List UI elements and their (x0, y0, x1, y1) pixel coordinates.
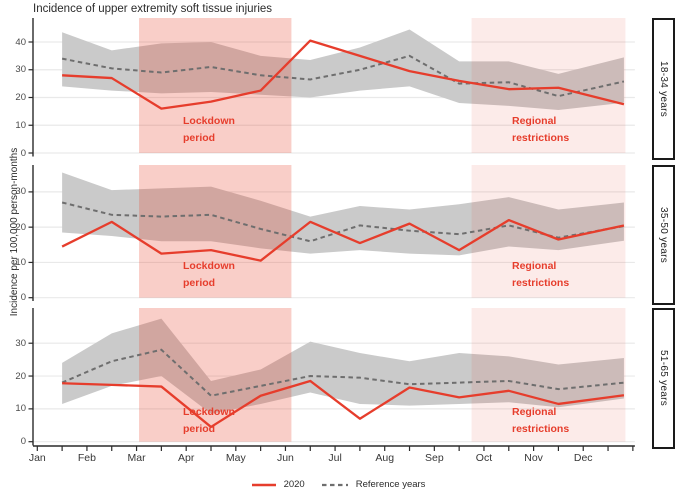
y-tick-label: 10 (15, 119, 26, 131)
regional-restrictions-band (471, 308, 626, 442)
facet-label: 18-34 years (658, 60, 669, 118)
panel-51-65-years (28, 308, 635, 446)
x-tick-label-month: Apr (178, 452, 195, 464)
annotation-lockdown-panel3: Lockdown period (183, 406, 235, 435)
y-tick-label: 10 (15, 403, 26, 415)
y-tick-label: 40 (15, 36, 26, 48)
panel-18-34-years (28, 18, 635, 157)
legend: 2020 Reference years (0, 479, 676, 490)
legend-swatch-solid (251, 483, 276, 486)
legend-label: Reference years (355, 479, 426, 490)
line-2020 (62, 379, 625, 429)
annotation-lockdown-panel1: Lockdown period (183, 115, 235, 144)
y-tick-label: 20 (15, 370, 26, 382)
x-tick-label-month: Jan (28, 452, 46, 464)
legend-label: 2020 (283, 479, 305, 490)
y-tick-label: 20 (15, 221, 26, 233)
x-tick-label-month: Oct (475, 452, 493, 464)
y-tick-label: 20 (15, 92, 26, 103)
reference-ribbon (62, 29, 624, 110)
line-reference-years (61, 54, 625, 98)
panel-35-50-years (28, 165, 635, 301)
legend-item-2020: 2020 (251, 479, 305, 490)
x-tick-label-month: Jun (276, 452, 294, 464)
y-tick-label: 0 (20, 436, 26, 448)
regional-restrictions-band (471, 18, 626, 153)
reference-ribbon (62, 318, 624, 414)
annotation-regional-panel3: Regional restrictions (512, 406, 570, 435)
line-reference-years (61, 348, 625, 397)
annotation-regional-panel2: Regional restrictions (512, 260, 570, 289)
x-tick-label-month: Feb (77, 452, 96, 464)
y-tick-label: 10 (15, 256, 26, 268)
line-2020 (62, 39, 625, 110)
annotation-regional-panel1: Regional restrictions (512, 115, 570, 144)
legend-item-reference-years: Reference years (321, 479, 426, 490)
y-tick-label: 0 (20, 147, 26, 159)
chart-title: Incidence of upper extremity soft tissue… (33, 3, 273, 15)
y-tick-label: 0 (20, 292, 26, 304)
legend-swatch-dashed (321, 483, 348, 486)
line-reference-years (61, 201, 625, 243)
y-tick-label: 30 (15, 186, 26, 198)
y-tick-label: 30 (15, 337, 26, 349)
facet-label: 35-50 years (658, 206, 669, 264)
x-tick-label-month: Mar (127, 452, 146, 464)
annotation-lockdown-panel2: Lockdown period (183, 260, 235, 289)
lockdown-band (139, 165, 292, 298)
lockdown-band (139, 308, 292, 442)
facet-strip-51-65: 51-65 years (652, 308, 675, 449)
x-tick-label-month: Nov (524, 452, 543, 464)
facet-label: 51-65 years (658, 350, 669, 407)
x-tick-label-month: Dec (573, 452, 593, 464)
x-tick-label-month: Sep (424, 452, 444, 464)
x-tick-label-month: May (225, 452, 246, 464)
x-tick-label-month: Jul (328, 452, 342, 464)
facet-strip-35-50: 35-50 years (652, 165, 675, 305)
facet-strip-18-34: 18-34 years (652, 18, 675, 160)
line-2020 (61, 218, 625, 262)
y-tick-label: 30 (15, 64, 26, 76)
x-tick-label-month: Aug (375, 452, 395, 464)
